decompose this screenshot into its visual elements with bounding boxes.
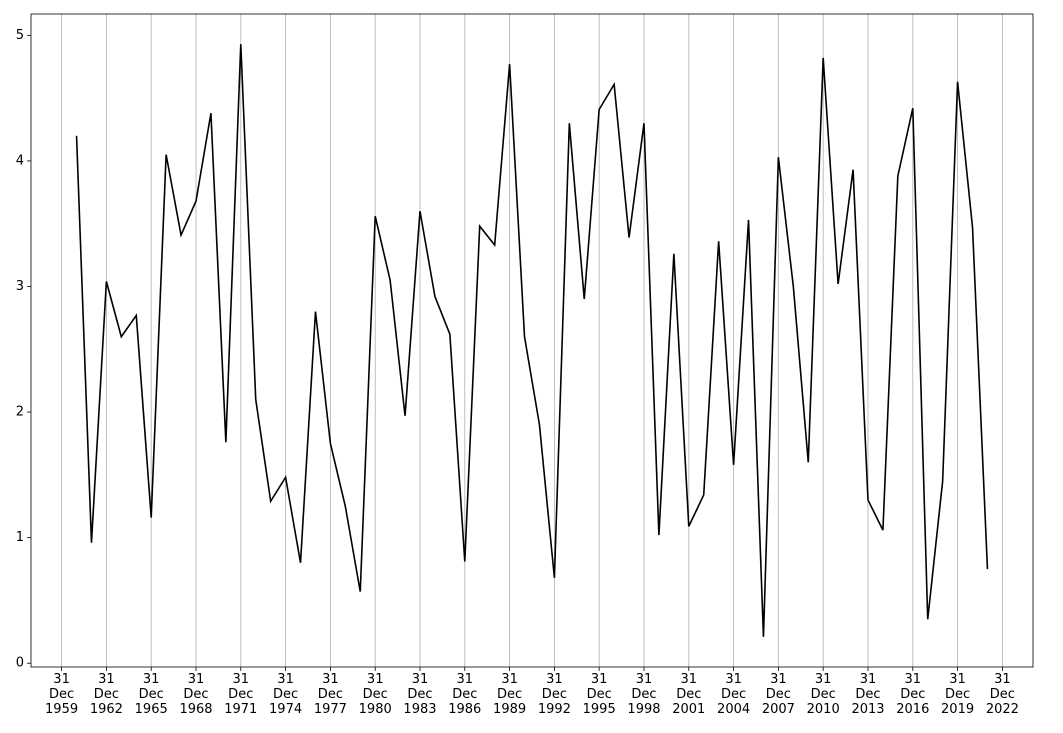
y-tick-label: 4 (16, 153, 24, 168)
x-tick-label: 31 Dec 1965 (134, 672, 168, 717)
x-tick-label: 31 Dec 2004 (717, 672, 751, 717)
x-tick-label: 31 Dec 1986 (448, 672, 482, 717)
x-tick-label: 31 Dec 2013 (851, 672, 885, 717)
x-tick-label: 31 Dec 2022 (985, 672, 1019, 717)
x-tick-label: 31 Dec 2016 (896, 672, 930, 717)
y-tick-label: 1 (16, 530, 24, 545)
x-tick-label: 31 Dec 2001 (672, 672, 706, 717)
x-tick-label: 31 Dec 1968 (179, 672, 213, 717)
plot-frame (30, 13, 1034, 668)
x-tick-label: 31 Dec 1998 (627, 672, 661, 717)
data-line (75, 44, 989, 637)
x-tick-label: 31 Dec 1995 (582, 672, 616, 717)
y-tick-label: 5 (16, 28, 24, 43)
x-tick-label: 31 Dec 1962 (89, 672, 123, 717)
x-tick-label: 31 Dec 1977 (313, 672, 347, 717)
x-tick-label: 31 Dec 1980 (358, 672, 392, 717)
y-tick-label: 2 (16, 405, 24, 420)
x-tick-label: 31 Dec 1989 (493, 672, 527, 717)
y-tick-label: 3 (16, 279, 24, 294)
x-tick-label: 31 Dec 1959 (45, 672, 79, 717)
x-tick-label: 31 Dec 1971 (224, 672, 258, 717)
x-tick-label: 31 Dec 1983 (403, 672, 437, 717)
x-tick-label: 31 Dec 2010 (806, 672, 840, 717)
x-tick-label: 31 Dec 2019 (941, 672, 975, 717)
x-tick-label: 31 Dec 1974 (269, 672, 303, 717)
x-tick-label: 31 Dec 1992 (537, 672, 571, 717)
y-tick-label: 0 (16, 656, 24, 671)
x-tick-label: 31 Dec 2007 (761, 672, 795, 717)
